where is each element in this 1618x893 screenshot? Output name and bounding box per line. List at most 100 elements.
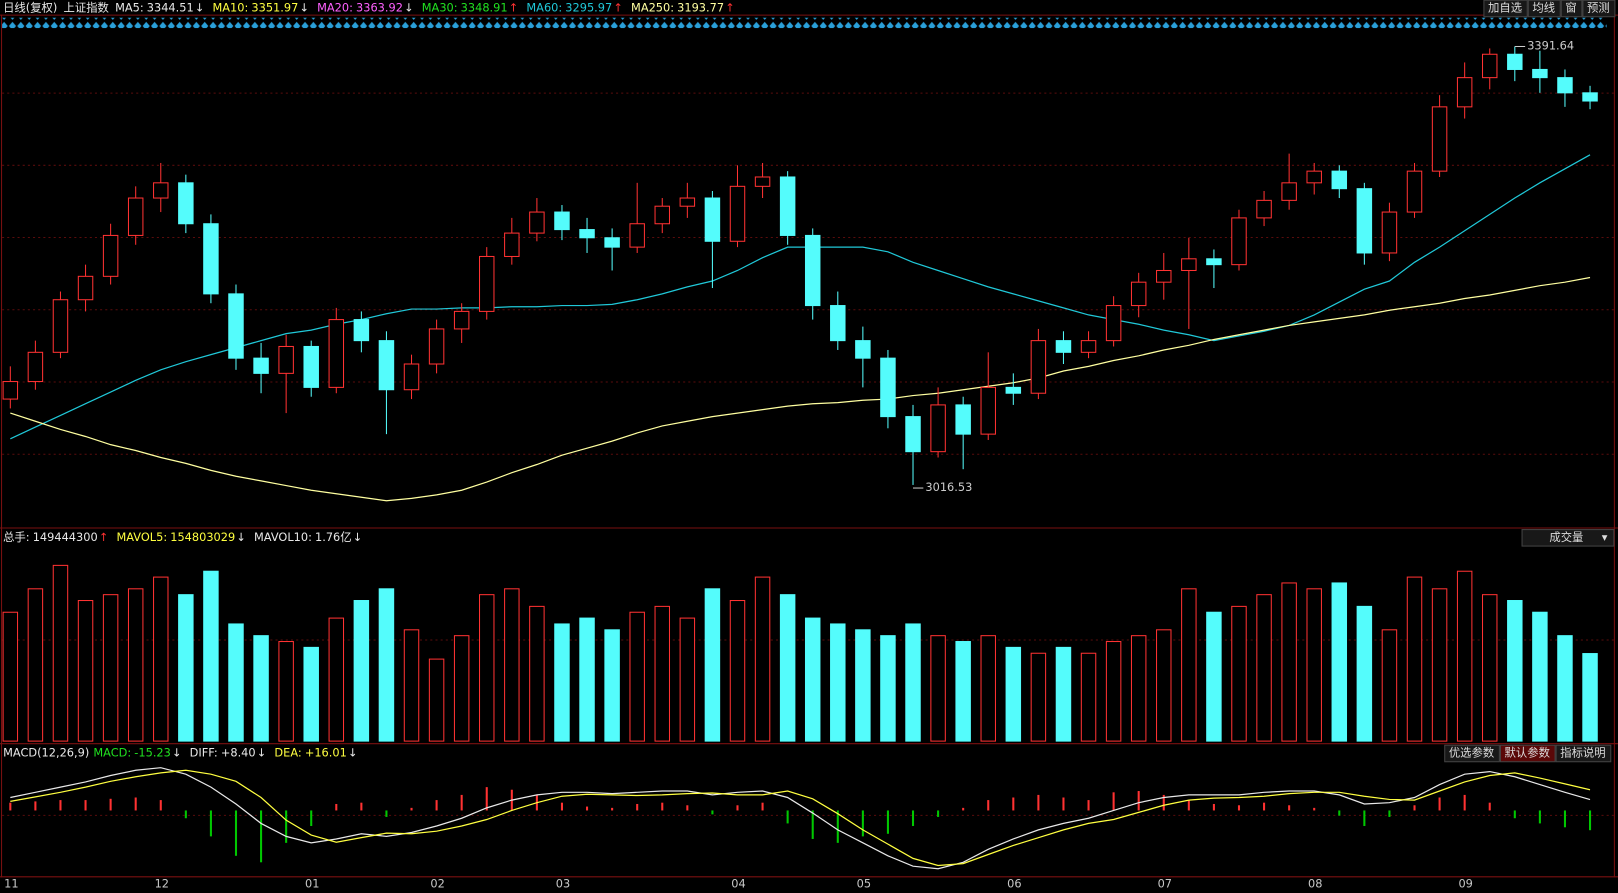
candle-body (1231, 217, 1247, 266)
button-label[interactable]: 默认参数 (1505, 745, 1551, 759)
button-label[interactable]: 加自选 (1488, 0, 1522, 14)
candle-body (378, 340, 395, 391)
macd-bar (611, 807, 614, 811)
button[interactable] (1444, 744, 1500, 763)
macd-bar (1363, 810, 1366, 827)
candle-body (579, 229, 595, 239)
candle-body (127, 197, 144, 236)
volume-bar (303, 646, 319, 742)
candle-body (504, 232, 520, 257)
candle-body (2, 381, 19, 400)
indicator-value: +8.40 (221, 745, 256, 759)
indicator-label: MA5: (115, 0, 144, 14)
macd-bar (1112, 792, 1115, 811)
button[interactable] (1582, 0, 1616, 18)
dropdown-arrow[interactable]: ▾ (1602, 530, 1608, 544)
macd-bar (736, 805, 739, 811)
indicator-value: 3193.77 (677, 0, 724, 14)
volume-bar (253, 635, 269, 742)
dropdown[interactable] (1521, 529, 1615, 547)
ma-line (10, 154, 1591, 440)
button-label[interactable]: 指标说明 (1560, 745, 1605, 759)
macd-bar (886, 810, 889, 834)
volume-bar (403, 629, 420, 742)
button-label[interactable]: 窗 (1565, 0, 1576, 14)
volume-bar (1532, 611, 1548, 742)
macd-bar (1263, 802, 1266, 811)
volume-bar (779, 594, 796, 742)
x-tick-label: 04 (731, 877, 745, 891)
volume-bar (77, 600, 94, 742)
candle-body (77, 275, 94, 301)
macd-bar (159, 800, 162, 811)
dropdown-label[interactable]: 成交量 (1549, 530, 1583, 544)
volume-bar (479, 594, 495, 742)
candle-body (1055, 340, 1072, 353)
button[interactable] (1560, 0, 1583, 18)
volume-bar (1306, 588, 1322, 742)
volume-bar (1507, 600, 1523, 742)
volume-bar (629, 611, 645, 742)
period: 日线(复权) (3, 0, 57, 14)
candle-body (629, 223, 645, 248)
macd-bar (460, 794, 463, 811)
macd-bar (1087, 800, 1090, 811)
button[interactable] (1555, 744, 1612, 763)
button[interactable] (1527, 0, 1561, 18)
button-label[interactable]: 优选参数 (1449, 745, 1495, 759)
button[interactable] (1483, 0, 1528, 18)
macd-bar (310, 810, 313, 827)
volume-bar (1030, 652, 1047, 742)
indicator-trend: ↓ (236, 530, 246, 544)
button[interactable] (1499, 744, 1556, 763)
indicator-trend: ↓ (257, 745, 267, 759)
volume-bar (855, 629, 871, 742)
macd-bar (1388, 810, 1391, 817)
volume-bar (1206, 611, 1222, 742)
volume-bar (203, 570, 219, 742)
macd-bar (1413, 805, 1416, 811)
macd-bar (335, 803, 338, 811)
volume-bar (127, 588, 144, 742)
x-tick-label: 03 (556, 877, 570, 891)
candle-body (679, 197, 696, 207)
candle-body (1156, 269, 1172, 283)
button-label[interactable]: 预测 (1587, 0, 1610, 14)
candle-body (980, 386, 996, 435)
indicator-value: 3295.97 (565, 0, 612, 14)
macd-bar (134, 797, 137, 811)
macd-bar (1187, 800, 1190, 811)
volume-bar (1231, 605, 1247, 742)
macd-bar (360, 802, 363, 811)
candle-body (754, 176, 771, 187)
volume-bar (980, 635, 996, 742)
volume-bar (754, 576, 771, 742)
x-tick-label: 11 (4, 877, 18, 891)
candle-body (1256, 199, 1272, 219)
volume-bar (1406, 576, 1423, 742)
button-label[interactable]: 均线 (1532, 0, 1555, 14)
candle-body (604, 237, 620, 248)
volume-bar (27, 588, 44, 742)
volume-bar (2, 611, 19, 742)
candle-body (1181, 258, 1197, 272)
volume-bar (930, 635, 946, 742)
candle-body (52, 299, 69, 353)
candle-body (855, 340, 871, 359)
macd-bar (109, 798, 112, 811)
macd-bar (711, 810, 714, 815)
macd-line (10, 767, 1591, 870)
macd-bar (1313, 807, 1316, 811)
indicator-title: MACD(12,26,9) (3, 745, 89, 759)
indicator-label: MA60: (526, 0, 562, 14)
macd-bar (84, 800, 87, 811)
macd-bar (410, 807, 413, 811)
candle-body (1481, 53, 1498, 79)
indicator-label: DEA: (274, 745, 301, 759)
volume-bar (278, 641, 294, 742)
macd-bar (836, 810, 839, 843)
candle-body (654, 205, 671, 225)
candle-body (880, 357, 896, 418)
volume-bar (1557, 635, 1573, 742)
volume-bar (1481, 594, 1498, 742)
